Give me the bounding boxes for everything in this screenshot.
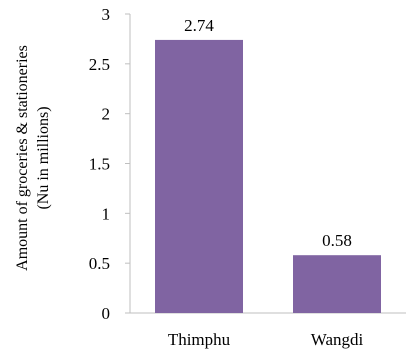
y-axis-label: Amount of groceries & stationeries (Nu i… <box>14 45 52 271</box>
y-tick-label: 1.5 <box>89 155 110 174</box>
x-category-label: Wangdi <box>311 330 364 349</box>
y-tick-label: 2.5 <box>89 55 110 74</box>
data-label: 2.74 <box>184 16 214 35</box>
x-category-label: Thimphu <box>168 330 231 349</box>
category-labels: Thimphu Wangdi <box>168 330 364 349</box>
y-tick-label: 2 <box>102 105 111 124</box>
y-axis-label-line2: (Nu in millions) <box>35 106 52 209</box>
y-tick-label: 0.5 <box>89 254 110 273</box>
y-tick-label: 1 <box>102 204 111 223</box>
y-axis-ticks: 0 0.5 1 1.5 2 2.5 3 <box>89 5 130 323</box>
data-label: 0.58 <box>322 231 352 250</box>
bars <box>155 39 381 314</box>
y-tick-label: 3 <box>102 5 111 24</box>
data-labels: 2.74 0.58 <box>184 16 352 250</box>
bar-wangdi <box>293 255 381 313</box>
y-axis-label-line1: Amount of groceries & stationeries <box>14 45 31 271</box>
y-tick-label: 0 <box>102 304 111 323</box>
bar-thimphu <box>155 39 243 314</box>
